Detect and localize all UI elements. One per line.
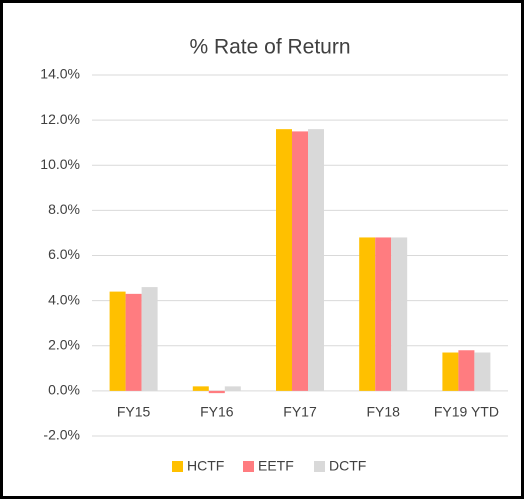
y-tick-label: -2.0%	[43, 427, 80, 443]
legend-swatch	[314, 461, 325, 472]
y-tick-label: 6.0%	[48, 246, 80, 262]
bar	[208, 390, 225, 394]
bar	[458, 350, 475, 391]
x-tick-label: FY17	[283, 404, 317, 420]
y-tick-label: 4.0%	[48, 291, 80, 307]
bar	[276, 129, 292, 391]
bar	[292, 131, 308, 391]
bar	[141, 287, 158, 391]
bar	[474, 352, 491, 391]
y-tick-label: 14.0%	[40, 66, 80, 82]
bar	[308, 129, 324, 391]
x-tick-label: FY15	[117, 404, 151, 420]
bar	[125, 293, 142, 391]
chart-title: % Rate of Return	[189, 36, 350, 59]
y-tick-label: 2.0%	[48, 336, 80, 352]
legend-label: DCTF	[329, 458, 366, 474]
x-tick-label: FY16	[200, 404, 234, 420]
bar	[192, 386, 209, 391]
y-tick-label: 10.0%	[40, 156, 80, 172]
bar	[375, 237, 392, 391]
y-tick-label: 8.0%	[48, 201, 80, 217]
x-tick-label: FY18	[366, 404, 400, 420]
bar	[109, 291, 126, 391]
legend-swatch	[243, 461, 254, 472]
legend-label: HCTF	[187, 458, 224, 474]
x-tick-label: FY19 YTD	[434, 404, 499, 420]
y-tick-label: 12.0%	[40, 111, 80, 127]
y-tick-label: 0.0%	[48, 382, 80, 398]
bar	[442, 352, 459, 391]
bar	[224, 386, 241, 391]
bar	[359, 237, 376, 391]
legend-label: EETF	[258, 458, 294, 474]
bar	[391, 237, 408, 391]
legend-swatch	[172, 461, 183, 472]
